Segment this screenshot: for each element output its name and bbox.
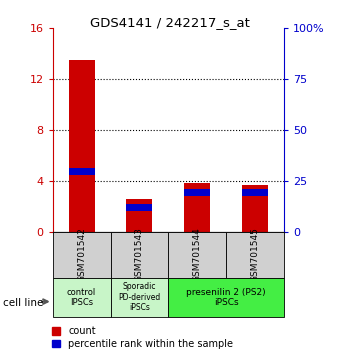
Bar — [168, 232, 226, 278]
Bar — [168, 278, 284, 317]
Text: GSM701544: GSM701544 — [193, 228, 202, 282]
Bar — [184, 189, 210, 196]
Bar — [69, 168, 95, 175]
Legend: count, percentile rank within the sample: count, percentile rank within the sample — [52, 326, 233, 349]
Bar — [126, 204, 152, 211]
Bar — [53, 232, 110, 278]
Bar — [110, 278, 168, 317]
Bar — [184, 183, 210, 232]
Text: GSM701545: GSM701545 — [251, 227, 259, 282]
Text: presenilin 2 (PS2)
iPSCs: presenilin 2 (PS2) iPSCs — [186, 288, 266, 307]
Bar — [110, 232, 168, 278]
Text: Sporadic
PD-derived
iPSCs: Sporadic PD-derived iPSCs — [118, 282, 160, 312]
Text: GDS4141 / 242217_s_at: GDS4141 / 242217_s_at — [90, 16, 250, 29]
Bar — [53, 278, 110, 317]
Bar — [242, 185, 268, 232]
Bar — [242, 189, 268, 196]
Text: cell line: cell line — [3, 298, 44, 308]
Text: GSM701543: GSM701543 — [135, 227, 144, 282]
Bar — [226, 232, 284, 278]
Bar — [69, 60, 95, 232]
Text: control
IPSCs: control IPSCs — [67, 288, 96, 307]
Text: GSM701542: GSM701542 — [77, 228, 86, 282]
Bar — [126, 199, 152, 232]
